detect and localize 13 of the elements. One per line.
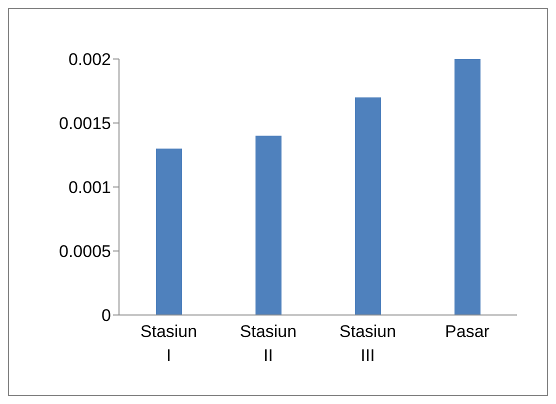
y-tick-label: 0.002 [68,50,111,70]
y-tick-label: 0.001 [68,178,111,198]
y-tick-label: 0.0015 [59,114,111,134]
y-tick-label: 0.0005 [59,242,111,262]
bar [454,59,480,315]
x-tick-label: Stasiun II [240,322,297,365]
bar [156,148,182,315]
x-tick-label: Stasiun III [339,322,396,365]
bar [256,136,282,315]
y-tick-label: 0 [102,306,111,326]
x-tick-label: Pasar [445,322,490,341]
bar [355,97,381,315]
x-tick-label: Stasiun I [140,322,198,365]
